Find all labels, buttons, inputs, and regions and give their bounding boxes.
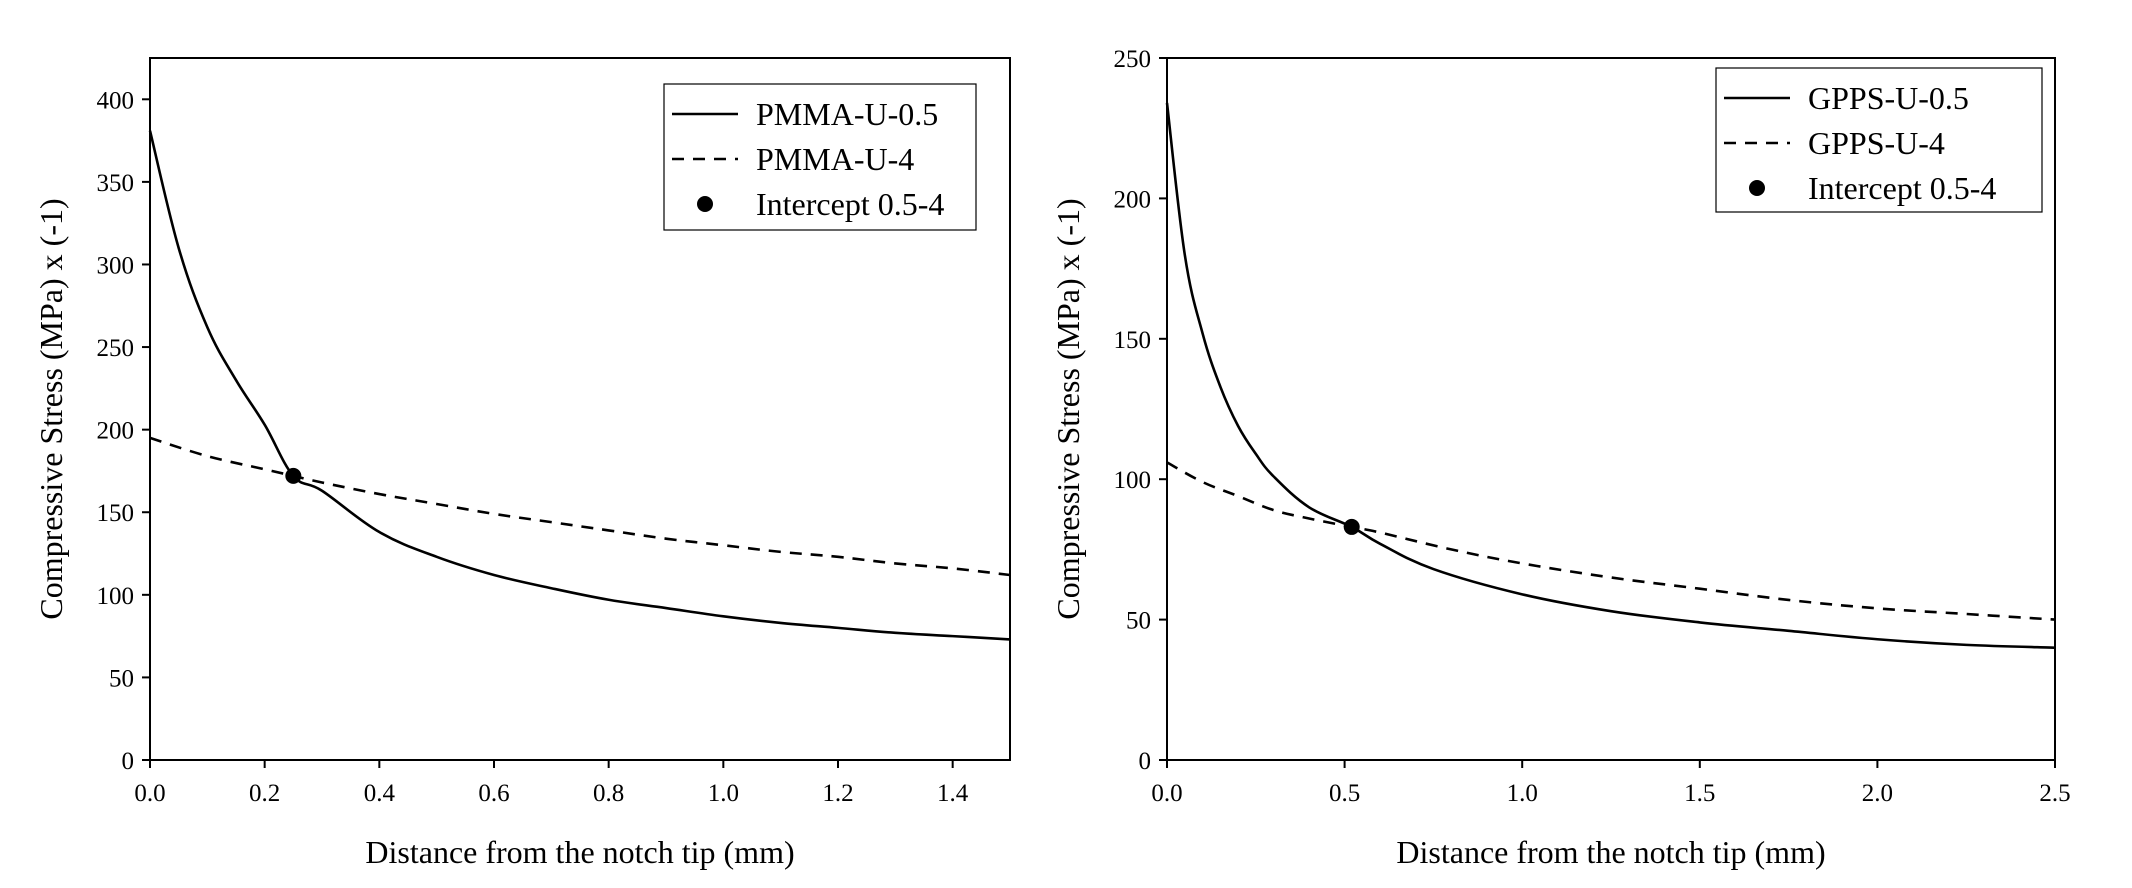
legend-label: GPPS-U-4 [1808, 125, 1945, 161]
legend-box [1715, 67, 2043, 213]
legend-label: Intercept 0.5-4 [756, 186, 944, 222]
x-tick-label: 0.8 [593, 780, 624, 807]
legend: PMMA-U-0.5 PMMA-U-4 Intercept 0.5-4 [663, 83, 977, 231]
chart-panel-1: 0.0 0.2 0.4 0.6 0.8 1.0 1.2 1.4 0 50 100 150 200 250 3… [33, 57, 1011, 870]
y-tick-label: 100 [1114, 467, 1152, 494]
y-tick-label: 50 [1126, 608, 1151, 635]
legend-marker [697, 196, 713, 212]
x-tick-label: 0.0 [1151, 780, 1182, 807]
legend: GPPS-U-0.5 GPPS-U-4 Intercept 0.5-4 [1715, 67, 2043, 213]
x-tick-label: 1.5 [1684, 780, 1715, 807]
y-tick-label: 250 [1114, 46, 1152, 73]
y-tick-label: 0 [1139, 748, 1152, 775]
y-axis-title: Compressive Stress (MPa) x (-1) [1050, 198, 1086, 619]
x-tick-label: 0.0 [134, 780, 165, 807]
x-tick-label: 1.4 [937, 780, 969, 807]
y-tick-label: 50 [109, 665, 134, 692]
series-line-gpps-u-0-5 [1165, 102, 2056, 649]
x-tick-label: 0.2 [249, 780, 280, 807]
series-line-pmma-u-0-5 [148, 130, 1011, 641]
legend-marker [1749, 180, 1765, 196]
y-tick-label: 100 [97, 583, 135, 610]
legend-label: Intercept 0.5-4 [1808, 170, 1996, 206]
y-tick-label: 300 [97, 252, 135, 279]
intercept-point [1343, 518, 1360, 535]
x-tick-label: 0.4 [364, 780, 396, 807]
series-line-gpps-u-4 [1166, 461, 2056, 621]
legend-label: GPPS-U-0.5 [1808, 80, 1969, 116]
y-tick-label: 200 [97, 418, 135, 445]
y-axis-title: Compressive Stress (MPa) x (-1) [33, 198, 69, 619]
x-tick-label: 1.0 [708, 780, 739, 807]
series-line-pmma-u-4 [149, 436, 1011, 577]
x-tick-label: 1.2 [822, 780, 853, 807]
y-tick-label: 350 [97, 170, 135, 197]
x-axis-title: Distance from the notch tip (mm) [1396, 834, 1825, 870]
plot-frame [149, 57, 1011, 761]
x-tick-label: 2.5 [2039, 780, 2070, 807]
plot-frame [1166, 57, 2056, 761]
y-tick-label: 200 [1114, 186, 1152, 213]
y-tick-label: 150 [97, 500, 135, 527]
y-tick-label: 250 [97, 335, 135, 362]
intercept-point [285, 467, 302, 484]
x-axis-title: Distance from the notch tip (mm) [365, 834, 794, 870]
y-tick-label: 400 [97, 87, 135, 114]
legend-box [663, 83, 977, 231]
legend-label: PMMA-U-4 [756, 141, 914, 177]
x-tick-label: 2.0 [1862, 780, 1893, 807]
y-tick-label: 150 [1114, 327, 1152, 354]
y-tick-label: 0 [122, 748, 135, 775]
legend-label: PMMA-U-0.5 [756, 96, 938, 132]
chart-panel-2: 0.0 0.5 1.0 1.5 2.0 2.5 0 50 100 150 200 250 Distanc… [1050, 46, 2071, 870]
x-tick-label: 0.6 [478, 780, 509, 807]
x-tick-label: 1.0 [1507, 780, 1538, 807]
x-tick-label: 0.5 [1329, 780, 1360, 807]
